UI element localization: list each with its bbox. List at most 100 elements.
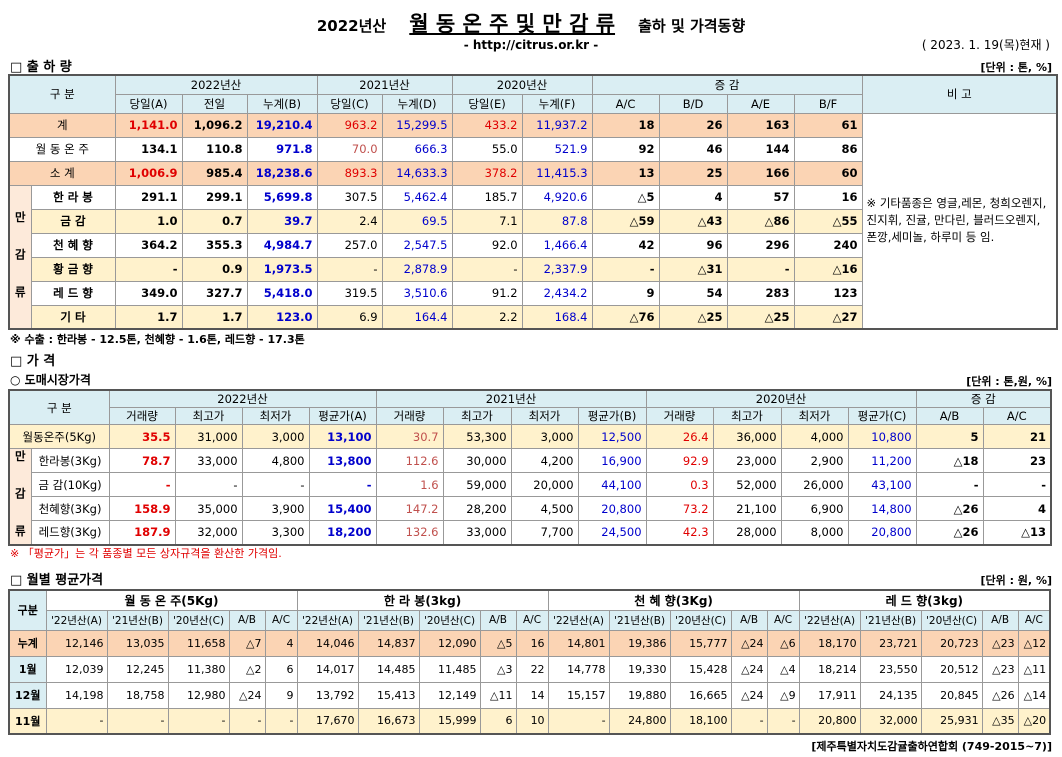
cell: 28,200 (442, 496, 512, 521)
cell: 44,100 (577, 472, 647, 497)
cell: 355.3 (181, 232, 248, 258)
cell: △86 (726, 208, 795, 234)
cell: 2.2 (451, 304, 523, 330)
cell: 26 (658, 112, 728, 138)
cell: 3,510.6 (381, 280, 453, 306)
group-header: 레 드 향(3kg) (798, 589, 1051, 611)
cell: 168.4 (521, 304, 593, 330)
cell: 112.6 (375, 448, 444, 473)
column-header: 최고가 (712, 407, 782, 425)
cell: - (726, 256, 795, 282)
cell: 132.6 (375, 520, 444, 545)
cell: 291.1 (114, 184, 183, 210)
cell: 123 (793, 280, 863, 306)
cell: 327.7 (181, 280, 248, 306)
cell: 11,485 (418, 655, 481, 683)
cell: 971.8 (246, 136, 318, 162)
cell: 11,415.3 (521, 160, 593, 186)
cell: 10,800 (847, 424, 917, 449)
cell: 299.1 (181, 184, 248, 210)
note: ※ 수출 : 한라봉 - 12.5톤, 천혜향 - 1.6톤, 레드향 - 17… (10, 333, 305, 346)
cell: 33,000 (174, 448, 243, 473)
cell: 96 (658, 232, 728, 258)
cell: 1.0 (114, 208, 183, 234)
cell: 61 (793, 112, 863, 138)
group-header: 천 혜 향(3Kg) (547, 589, 800, 611)
column-header: B/D (658, 93, 728, 114)
cell: 6 (264, 655, 298, 683)
column-header: '20년산(C) (669, 609, 732, 631)
row-label: 금 감 (30, 208, 116, 234)
cell: 14,198 (45, 681, 108, 709)
cell: 20,800 (798, 707, 861, 735)
row-label: 소 계 (8, 160, 116, 186)
cell: 4 (264, 629, 298, 657)
header-row: 구 분 2022년산 2021년산 2020년산 증 감 (8, 389, 1052, 425)
cell: 22 (515, 655, 549, 683)
cell: 16,900 (577, 448, 647, 473)
cell: - (264, 707, 298, 735)
cell: 28,000 (712, 520, 782, 545)
cell: 12,980 (167, 681, 230, 709)
cell: 158.9 (108, 496, 176, 521)
cell: 70.0 (316, 136, 383, 162)
cell: 11,380 (167, 655, 230, 683)
cell: 7,700 (510, 520, 579, 545)
cell: 16,673 (357, 707, 420, 735)
cell: 20,800 (847, 520, 917, 545)
footer: [제주특별자치도감귤출하연합회 (749-2015~7)] (811, 740, 1052, 753)
cell: 23,550 (859, 655, 922, 683)
cell: 110.8 (181, 136, 248, 162)
cell: 163 (726, 112, 795, 138)
cell: 92 (591, 136, 660, 162)
corner-header: 구 분 (8, 74, 116, 114)
title-year: 2022년산 (316, 17, 387, 35)
cell: 32,000 (174, 520, 243, 545)
column-header: A/B (228, 609, 266, 631)
cell: 12,146 (45, 629, 108, 657)
cell: 57 (726, 184, 795, 210)
cell: 15,999 (418, 707, 481, 735)
cell: 12,090 (418, 629, 481, 657)
header-row: '22년산(A) '21년산(B) '20년산(C) A/B A/C '22년산(A) '2… (9, 609, 1051, 631)
row-label: 월동온주(5Kg) (8, 424, 110, 449)
column-header: A/C (515, 609, 549, 631)
cell: 20,512 (920, 655, 983, 683)
cell: △3 (479, 655, 517, 683)
cell: 0.3 (645, 472, 714, 497)
group-label: 만 감 류 (8, 184, 32, 330)
cell: △24 (228, 681, 266, 709)
cell: 9 (591, 280, 660, 306)
data-row: 천혜향(3Kg) 158.9 35,000 3,900 15,400 147.2 28,20… (9, 496, 1052, 521)
row-label: 누계 (8, 629, 47, 657)
header-row: 당일(A) 전일 누계(B) 당일(C) 누계(D) 당일(E) 누계(F) A/C B/D A/… (9, 93, 1057, 114)
cell: △55 (793, 208, 863, 234)
cell: 20,000 (510, 472, 579, 497)
row-label: 레 드 향 (30, 280, 116, 306)
remark: ※ 기타품종은 영글,레몬, 청희오렌지, 진지휘, 진귤, 만다린, 블러드오… (861, 112, 1058, 330)
url: - http://citrus.or.kr - (463, 38, 599, 52)
cell: 87.8 (521, 208, 593, 234)
cell: △13 (982, 520, 1052, 545)
cell: △5 (479, 629, 517, 657)
column-header: 거래량 (375, 407, 444, 425)
group-header: 2022년산 (108, 389, 377, 408)
cell: 23 (982, 448, 1052, 473)
cell: 1,006.9 (114, 160, 183, 186)
cell: 18,100 (669, 707, 732, 735)
remark-header: 비 고 (861, 74, 1058, 114)
cell: △4 (766, 655, 800, 683)
cell: 4 (982, 496, 1052, 521)
column-header: '22년산(A) (798, 609, 861, 631)
cell: 4,920.6 (521, 184, 593, 210)
column-header: A/B (915, 407, 984, 425)
cell: 30,000 (442, 448, 512, 473)
cell: 15,400 (308, 496, 377, 521)
cell: 1,141.0 (114, 112, 183, 138)
cell: 0.9 (181, 256, 248, 282)
cell: 2,878.9 (381, 256, 453, 282)
price-table: 구 분 2022년산 2021년산 2020년산 증 감 거래량 최고가 최저가 평균가(A) 거… (8, 389, 1053, 546)
column-header: B/F (793, 93, 863, 114)
cell: 35,000 (174, 496, 243, 521)
